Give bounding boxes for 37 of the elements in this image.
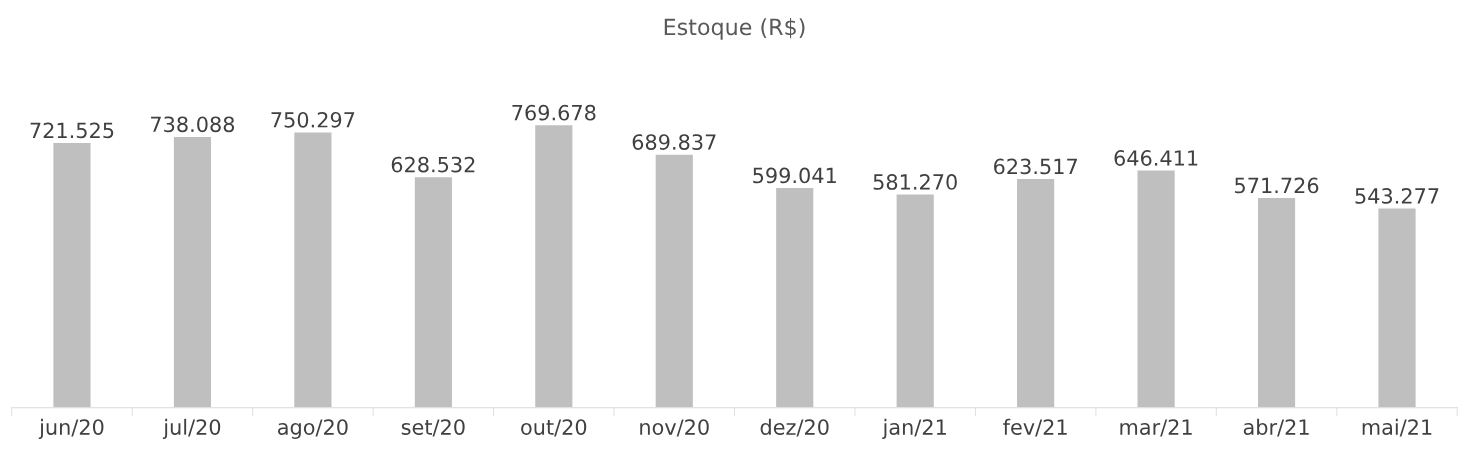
data-label: 738.088 [151, 116, 235, 133]
bar [1256, 196, 1297, 408]
x-tick-label: nov/20 [640, 419, 709, 437]
data-label: 750.297 [271, 111, 355, 128]
x-tick-label: fev/21 [1003, 418, 1067, 437]
data-label: 581.270 [873, 174, 957, 190]
data-label: 571.726 [1235, 177, 1319, 194]
x-tick-label: out/20 [521, 419, 587, 437]
x-tick-label: mar/21 [1120, 419, 1192, 437]
data-label: 628.532 [391, 156, 475, 173]
bar [292, 131, 333, 408]
bar [1015, 177, 1056, 408]
data-label: 623.517 [994, 158, 1077, 175]
bar [1136, 169, 1177, 408]
x-tick-label: set/20 [401, 419, 465, 437]
x-tick-label: jan/21 [882, 418, 946, 439]
x-tick-label: jun/20 [38, 418, 104, 439]
data-label: 599.041 [753, 167, 836, 184]
x-tick-label: abr/21 [1243, 418, 1309, 437]
data-label: 769.678 [512, 104, 596, 121]
bar [1377, 207, 1417, 408]
chart-title: Estoque (R$) [664, 18, 805, 40]
bar [654, 153, 695, 408]
x-tick-label: mai/21 [1362, 418, 1432, 437]
data-label: 646.411 [1114, 150, 1198, 166]
x-tick-label: ago/20 [278, 419, 348, 439]
x-tick-label: jul/20 [162, 418, 221, 439]
bar [895, 193, 936, 408]
data-label: 689.837 [632, 134, 716, 150]
data-label: 543.277 [1355, 188, 1439, 204]
data-label: 721.525 [30, 122, 114, 139]
bar [774, 186, 815, 408]
bar [172, 135, 213, 408]
x-tick-label: dez/20 [760, 418, 829, 437]
bar [533, 123, 574, 408]
bar [52, 141, 92, 408]
bar [413, 175, 454, 408]
